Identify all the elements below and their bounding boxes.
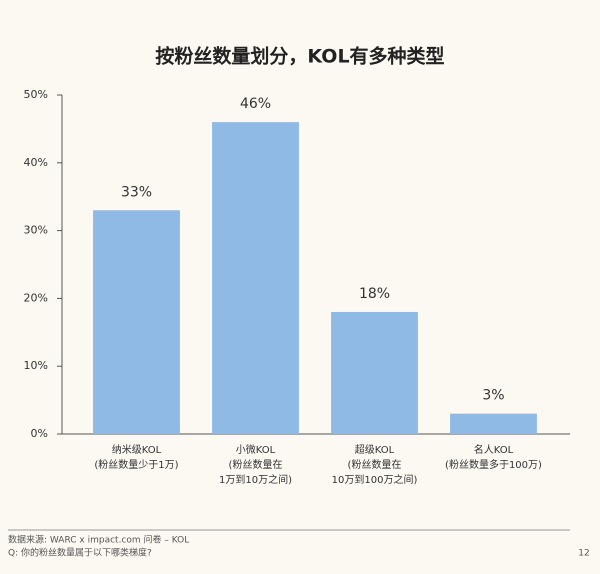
question-note: Q: 你的粉丝数量属于以下哪类梯度?: [8, 547, 152, 559]
x-tick-label: 超级KOL: [355, 443, 395, 456]
page-number: 12: [578, 549, 589, 559]
value-label: 3%: [482, 388, 504, 404]
y-tick-label: 0%: [31, 427, 48, 440]
bar: [212, 122, 299, 435]
y-tick-label: 50%: [24, 88, 48, 101]
y-tick-label: 40%: [24, 156, 48, 169]
chart-title: 按粉丝数量划分，KOL有多种类型: [155, 45, 444, 68]
y-tick-label: 10%: [24, 359, 48, 372]
source-note: 数据来源: WARC x impact.com 问卷 – KOL: [8, 534, 189, 546]
x-tick-label: 10万到100万之间): [332, 473, 418, 486]
bar: [93, 210, 180, 434]
bar: [450, 413, 537, 434]
value-label: 33%: [121, 184, 152, 200]
x-tick-label: (粉丝数量少于1万): [94, 458, 178, 471]
value-label: 46%: [240, 96, 271, 112]
x-tick-label: 1万到10万之间): [219, 473, 292, 486]
x-tick-label: (粉丝数量在: [229, 458, 283, 471]
x-tick-label: (粉丝数量多于100万): [445, 458, 542, 471]
bar: [331, 311, 418, 434]
y-tick-label: 20%: [24, 291, 48, 304]
value-label: 18%: [359, 286, 390, 302]
x-tick-label: 名人KOL: [474, 443, 514, 456]
x-tick-label: 纳米级KOL: [112, 443, 162, 456]
y-tick-label: 30%: [24, 224, 48, 237]
x-tick-label: 小微KOL: [236, 443, 276, 456]
x-tick-label: (粉丝数量在: [348, 458, 402, 471]
